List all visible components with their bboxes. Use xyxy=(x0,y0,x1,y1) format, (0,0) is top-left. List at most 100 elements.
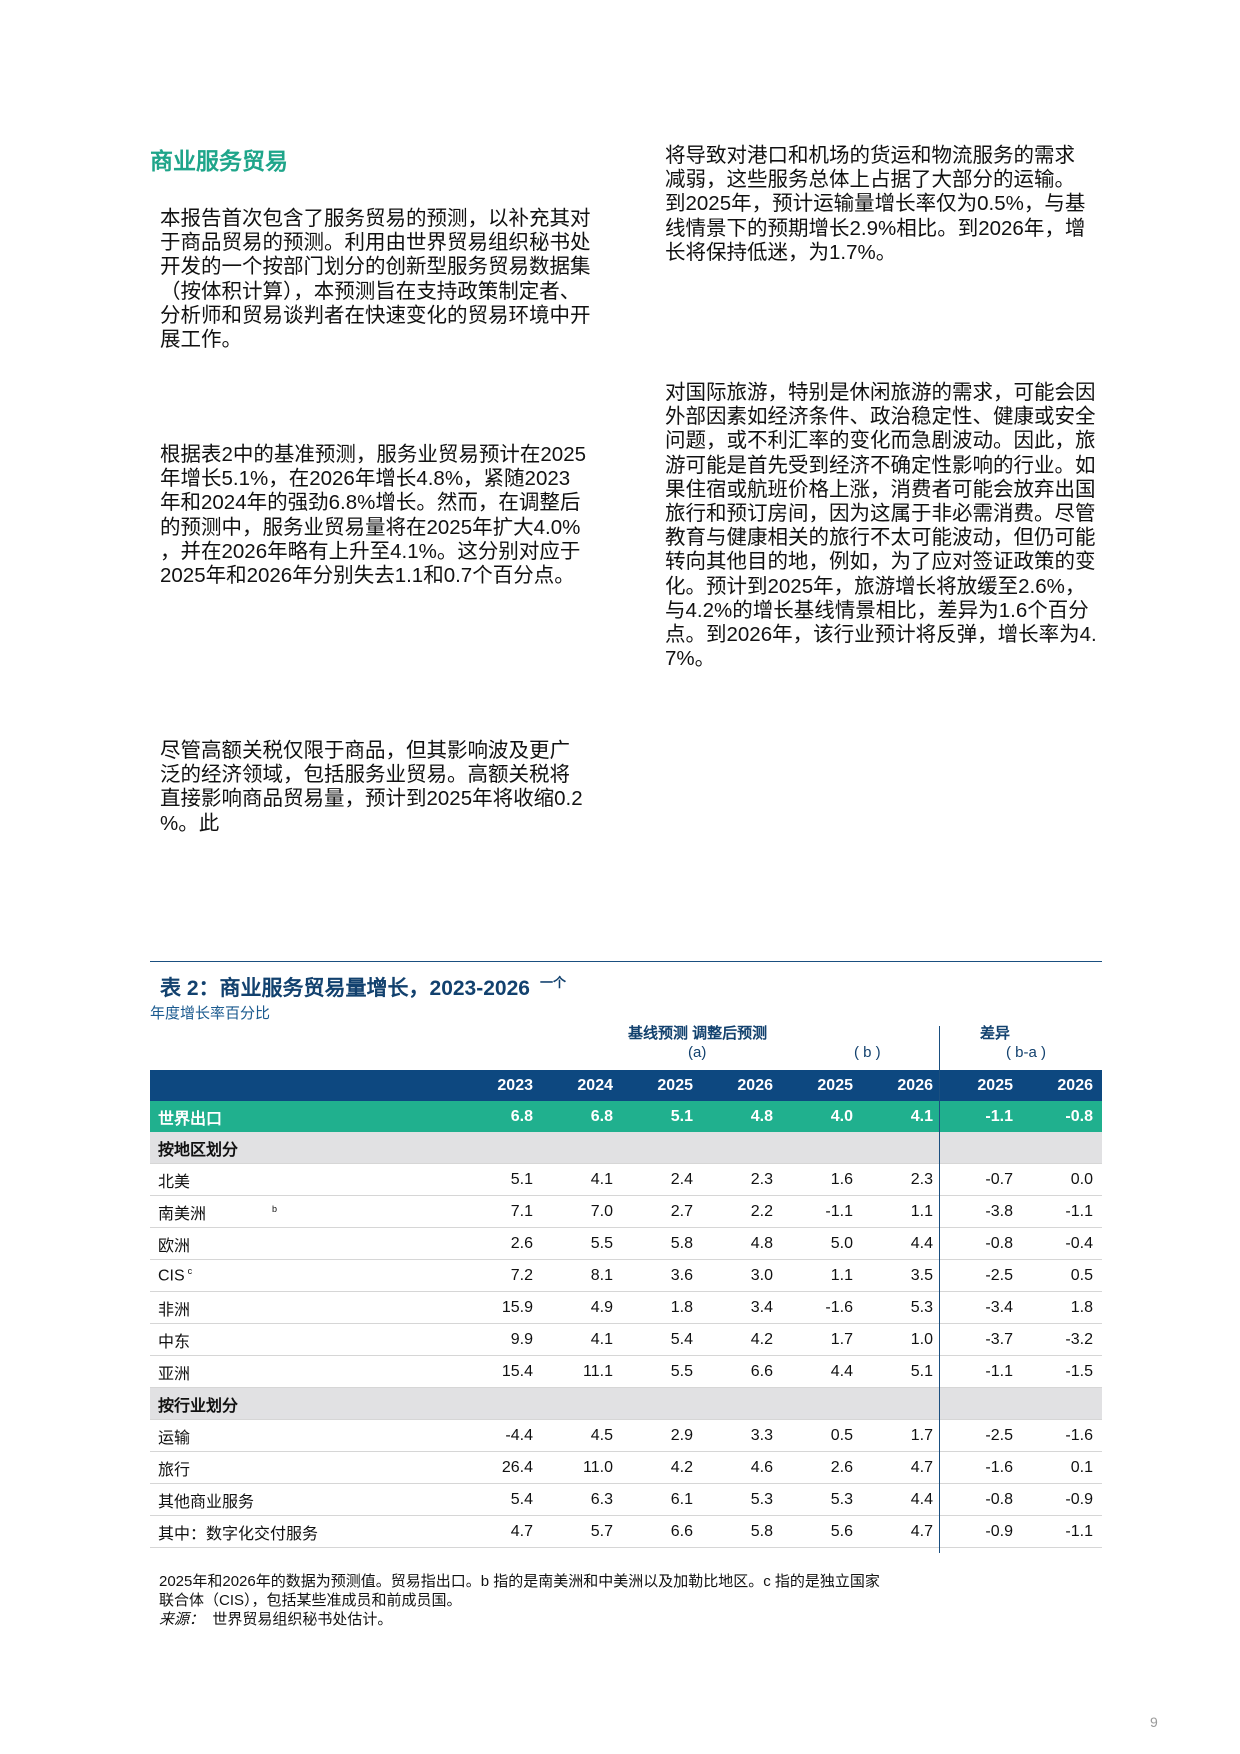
section-label: 按地区划分 xyxy=(150,1132,462,1164)
column-header: 2025 xyxy=(782,1070,862,1101)
group-header-b: ( b ) xyxy=(854,1044,881,1061)
paragraph-line: 点。到2026年，该行业预计将反弹，增长率为4. xyxy=(665,623,1097,647)
left-paragraph-2: 根据表2中的基准预测，服务业贸易预计在2025 年增长5.1%，在2026年增长4… xyxy=(160,443,586,588)
value-cell: 5.4 xyxy=(462,1483,542,1516)
paragraph-line: 直接影响商品贸易量，预计到2025年将收缩0.2 xyxy=(160,787,583,811)
row-label: 南美洲 b xyxy=(150,1195,462,1228)
table-top-rule xyxy=(150,961,1102,962)
value-cell: 2.3 xyxy=(702,1163,782,1196)
header-label-cell xyxy=(150,1070,462,1101)
empty-cell xyxy=(782,1132,862,1164)
value-cell: 5.1 xyxy=(862,1355,942,1388)
value-cell: 4.8 xyxy=(702,1227,782,1260)
empty-cell xyxy=(622,1387,702,1420)
row-label-text: 中东 xyxy=(158,1333,191,1351)
row-label: 旅行 xyxy=(150,1451,462,1484)
source-label: 来源： xyxy=(159,1611,205,1628)
row-label-text: 非洲 xyxy=(158,1301,191,1319)
value-cell: 3.5 xyxy=(862,1259,942,1292)
empty-cell xyxy=(1022,1132,1102,1164)
table-row: 南美洲 b 7.1 7.0 2.7 2.2 -1.1 1.1 -3.8 -1.1 xyxy=(150,1195,1102,1228)
empty-cell xyxy=(622,1132,702,1164)
value-cell: 5.1 xyxy=(622,1101,702,1132)
row-label-text: CIS xyxy=(158,1267,185,1285)
value-cell: 5.3 xyxy=(782,1483,862,1516)
section-title: 商业服务贸易 xyxy=(150,148,288,174)
value-cell: 4.2 xyxy=(622,1451,702,1484)
value-cell: 2.4 xyxy=(622,1163,702,1196)
empty-cell xyxy=(542,1132,622,1164)
value-cell: 4.4 xyxy=(862,1227,942,1260)
table-row: 亚洲 15.4 11.1 5.5 6.6 4.4 5.1 -1.1 -1.5 xyxy=(150,1355,1102,1388)
row-label: 世界出口 xyxy=(150,1101,462,1132)
group-header-diff: 差异 xyxy=(980,1025,1011,1042)
value-cell: 4.6 xyxy=(702,1451,782,1484)
value-cell: 5.1 xyxy=(462,1163,542,1196)
value-cell: -0.9 xyxy=(1022,1483,1102,1516)
group-header-baseline-adjusted: 基线预测 调整后预测 xyxy=(628,1025,768,1042)
column-header: 2026 xyxy=(1022,1070,1102,1101)
value-cell: 0.5 xyxy=(1022,1259,1102,1292)
value-cell: -1.5 xyxy=(1022,1355,1102,1388)
value-cell: 2.3 xyxy=(862,1163,942,1196)
value-cell: 4.5 xyxy=(542,1419,622,1452)
value-cell: 6.8 xyxy=(462,1101,542,1132)
value-cell: -1.6 xyxy=(942,1451,1022,1484)
table-section-sectors: 按行业划分 xyxy=(150,1387,1102,1420)
value-cell: 4.4 xyxy=(782,1355,862,1388)
value-cell: 1.7 xyxy=(862,1419,942,1452)
empty-cell xyxy=(462,1132,542,1164)
value-cell: 1.0 xyxy=(862,1323,942,1356)
value-cell: 4.1 xyxy=(542,1323,622,1356)
empty-cell xyxy=(862,1132,942,1164)
table-row-world: 世界出口 6.8 6.8 5.1 4.8 4.0 4.1 -1.1 -0.8 xyxy=(150,1101,1102,1132)
paragraph-line: 7%。 xyxy=(665,647,716,671)
value-cell: -0.7 xyxy=(942,1163,1022,1196)
column-header: 2026 xyxy=(862,1070,942,1101)
row-label: CIS c xyxy=(150,1259,462,1292)
column-header: 2025 xyxy=(622,1070,702,1101)
empty-cell xyxy=(942,1132,1022,1164)
value-cell: 1.8 xyxy=(1022,1291,1102,1324)
column-header: 2025 xyxy=(942,1070,1022,1101)
page-number: 9 xyxy=(1150,1714,1158,1730)
table-row: 旅行 26.4 11.0 4.2 4.6 2.6 4.7 -1.6 0.1 xyxy=(150,1451,1102,1484)
value-cell: 5.7 xyxy=(542,1515,622,1548)
value-cell: 4.7 xyxy=(862,1515,942,1548)
column-header: 2023 xyxy=(462,1070,542,1101)
value-cell: -1.1 xyxy=(1022,1515,1102,1548)
right-paragraph-2: 对国际旅游，特别是休闲旅游的需求，可能会因 外部因素如经济条件、政治稳定性、健康或… xyxy=(665,381,1097,671)
left-paragraph-1: 本报告首次包含了服务贸易的预测，以补充其对 于商品贸易的预测。利用由世界贸易组织秘… xyxy=(160,207,591,352)
source-text: 世界贸易组织秘书处估计。 xyxy=(212,1611,393,1628)
table-footnotes: 2025年和2026年的数据为预测值。贸易指出口。b 指的是南美洲和中美洲以及加… xyxy=(159,1572,880,1629)
column-header: 2026 xyxy=(702,1070,782,1101)
row-label-text: 南美洲 xyxy=(158,1205,207,1223)
row-label: 其他商业服务 xyxy=(150,1483,462,1516)
row-label-text: 欧洲 xyxy=(158,1237,191,1255)
paragraph-line: 于商品贸易的预测。利用由世界贸易组织秘书处 xyxy=(160,231,591,255)
paragraph-line: 展工作。 xyxy=(160,328,242,352)
table-title: 表 2：商业服务贸易量增长，2023-2026 一个 xyxy=(160,972,566,1002)
row-label-text: 北美 xyxy=(158,1173,191,1191)
table-title-sup: 一个 xyxy=(539,975,566,990)
value-cell: 4.7 xyxy=(462,1515,542,1548)
value-cell: 6.8 xyxy=(542,1101,622,1132)
value-cell: 6.3 xyxy=(542,1483,622,1516)
value-cell: -0.9 xyxy=(942,1515,1022,1548)
paragraph-line: 转向其他目的地，例如，为了应对签证政策的变 xyxy=(665,550,1096,574)
value-cell: -0.8 xyxy=(942,1483,1022,1516)
value-cell: 1.1 xyxy=(862,1195,942,1228)
value-cell: 11.0 xyxy=(542,1451,622,1484)
value-cell: -2.5 xyxy=(942,1259,1022,1292)
paragraph-line: 的预测中，服务业贸易量将在2025年扩大4.0% xyxy=(160,515,581,539)
value-cell: -1.1 xyxy=(942,1101,1022,1132)
value-cell: 2.6 xyxy=(462,1227,542,1260)
paragraph-line: 旅行和预订房间，因为这属于非必需消费。尽管 xyxy=(665,502,1096,526)
paragraph-line: 外部因素如经济条件、政治稳定性、健康或安全 xyxy=(665,405,1096,429)
value-cell: 1.6 xyxy=(782,1163,862,1196)
table-row: 非洲 15.9 4.9 1.8 3.4 -1.6 5.3 -3.4 1.8 xyxy=(150,1291,1102,1324)
table-row: 欧洲 2.6 5.5 5.8 4.8 5.0 4.4 -0.8 -0.4 xyxy=(150,1227,1102,1260)
value-cell: 4.0 xyxy=(782,1101,862,1132)
value-cell: -3.7 xyxy=(942,1323,1022,1356)
table-section-regions: 按地区划分 xyxy=(150,1132,1102,1164)
